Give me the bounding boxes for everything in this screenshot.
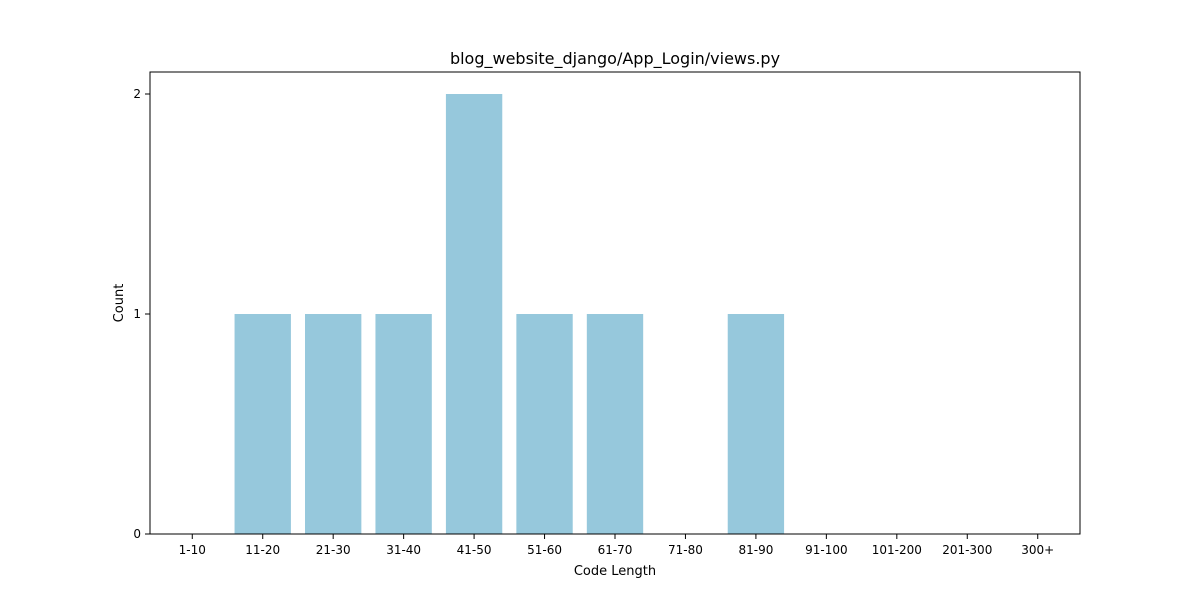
x-tick-label: 21-30 [316,543,351,557]
y-axis-ticks: 0 1 2 [133,87,150,541]
x-axis-label: Code Length [574,564,656,579]
chart-title: blog_website_django/App_Login/views.py [450,49,780,69]
bar-61-70 [586,314,644,534]
bar-41-50 [445,94,503,534]
x-tick-label: 31-40 [386,543,421,557]
x-tick-label: 41-50 [457,543,492,557]
bar-21-30 [305,314,362,534]
bar-81-90 [727,314,785,534]
bar-31-40 [375,314,432,534]
x-tick-label: 201-300 [942,543,992,557]
bar-51-60 [516,314,573,534]
x-tick-label: 300+ [1021,543,1054,557]
x-tick-label: 1-10 [179,543,206,557]
y-tick-label: 2 [133,87,141,101]
x-tick-label: 91-100 [805,543,848,557]
bars-layer [234,94,785,534]
x-tick-label: 51-60 [527,543,562,557]
x-tick-label: 101-200 [872,543,922,557]
y-axis-label: Count [112,284,127,323]
x-axis-ticks: 1-10 11-20 21-30 31-40 41-50 51-60 61-70 71-80 8… [179,534,1054,557]
x-tick-label: 71-80 [668,543,703,557]
x-tick-label: 61-70 [598,543,633,557]
y-tick-label: 0 [133,527,141,541]
y-tick-label: 1 [133,307,141,321]
x-tick-label: 81-90 [738,543,773,557]
x-tick-label: 11-20 [245,543,280,557]
bar-11-20 [234,314,291,534]
